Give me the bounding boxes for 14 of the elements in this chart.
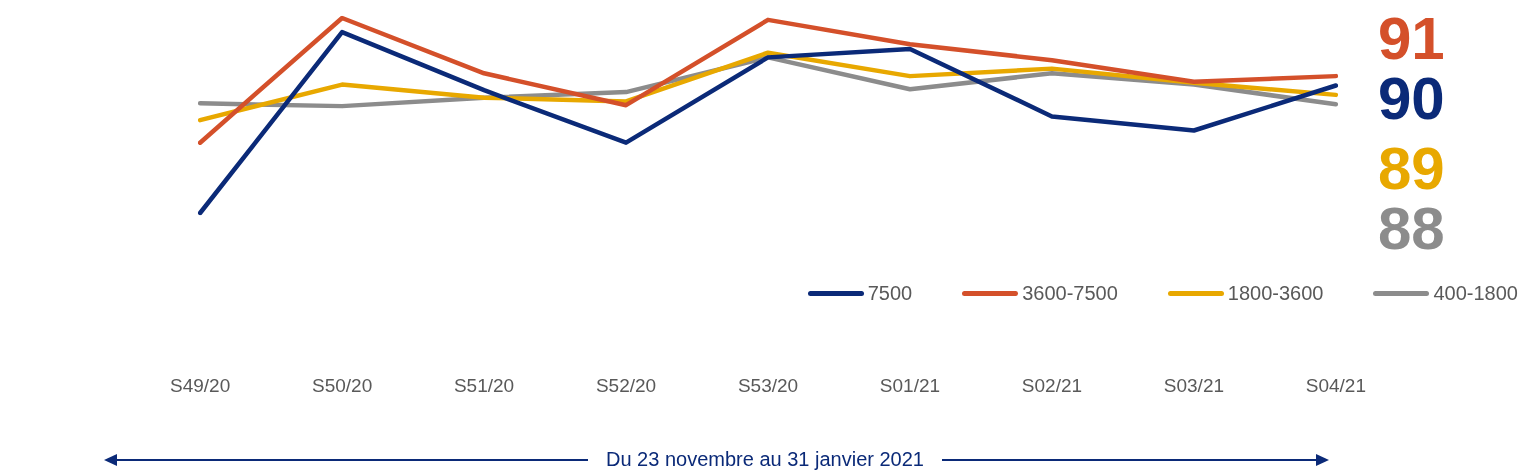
legend-label: 400-1800 [1433, 282, 1518, 305]
text: Du 23 novembre au 31 janvier 2021 [606, 448, 924, 471]
x-tick-label: S53/20 [737, 374, 799, 396]
x-tick-label: S03/21 [1163, 374, 1225, 396]
x-tick-label: S49/20 [169, 374, 231, 396]
x-tick-label: S50/20 [311, 374, 373, 396]
legend-label: 3600-7500 [1022, 282, 1118, 305]
x-tick-label: S01/21 [879, 374, 941, 396]
x-tick-label: S51/20 [453, 374, 515, 396]
x-tick-label: S04/21 [1305, 374, 1367, 396]
legend-label: 7500 [867, 282, 913, 305]
x-tick-label: S52/20 [595, 374, 657, 396]
legend-label: 1800-3600 [1227, 282, 1324, 305]
x-tick-label: S02/21 [1021, 374, 1083, 396]
